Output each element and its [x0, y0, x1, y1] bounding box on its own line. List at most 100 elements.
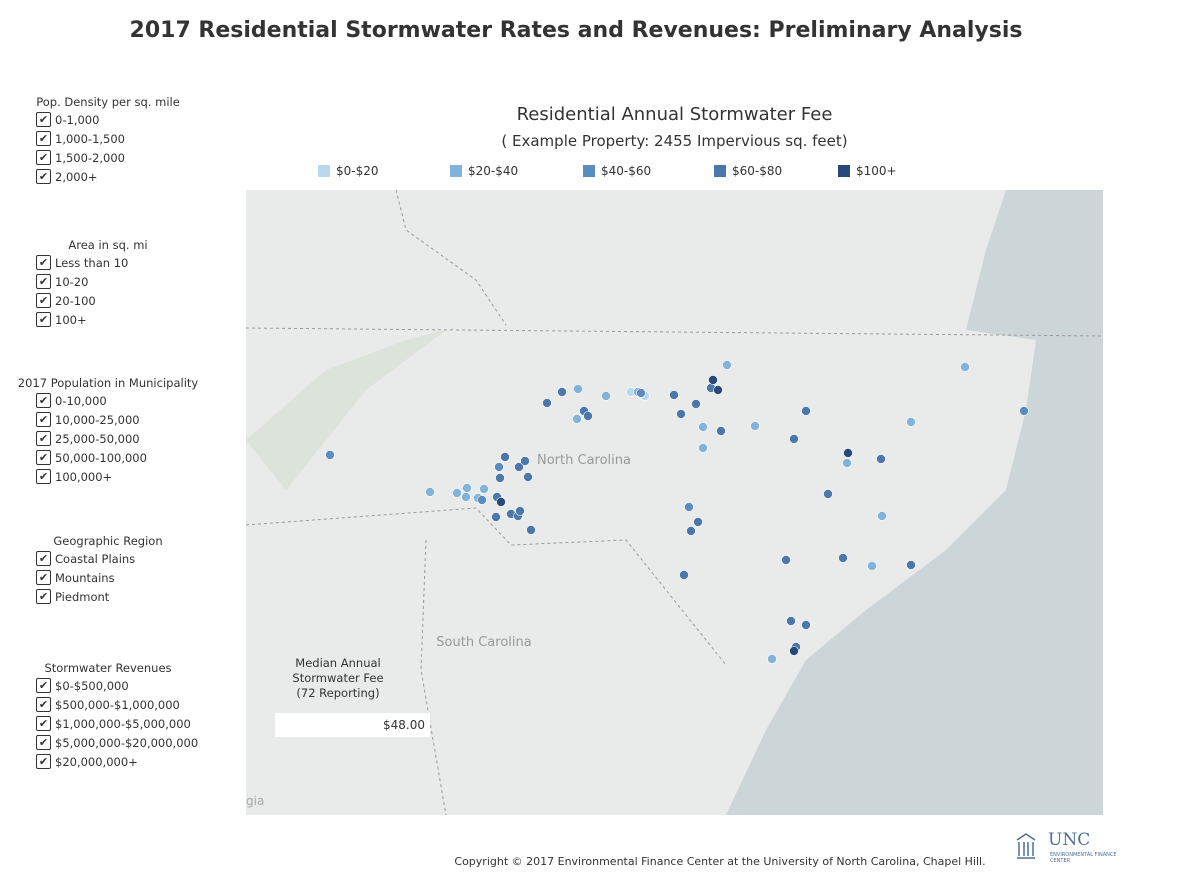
municipality-point[interactable]: [801, 406, 811, 416]
filter-option[interactable]: ✔ 0-10,000: [36, 392, 107, 409]
municipality-point[interactable]: [684, 502, 694, 512]
municipality-point[interactable]: [789, 434, 799, 444]
municipality-point[interactable]: [523, 472, 533, 482]
filter-option[interactable]: ✔ 10-20: [36, 273, 88, 290]
filter-option[interactable]: ✔ $20,000,000+: [36, 753, 138, 770]
municipality-point[interactable]: [750, 421, 760, 431]
checkbox[interactable]: ✔: [36, 716, 51, 731]
municipality-point[interactable]: [693, 517, 703, 527]
filter-option[interactable]: ✔ 25,000-50,000: [36, 430, 140, 447]
municipality-point[interactable]: [500, 452, 510, 462]
municipality-point[interactable]: [877, 511, 887, 521]
municipality-point[interactable]: [698, 443, 708, 453]
filter-option[interactable]: ✔ $500,000-$1,000,000: [36, 696, 180, 713]
filter-option[interactable]: ✔ 1,500-2,000: [36, 149, 125, 166]
municipality-point[interactable]: [572, 414, 582, 424]
municipality-point[interactable]: [801, 620, 811, 630]
filter-option[interactable]: ✔ 100,000+: [36, 468, 112, 485]
filter-option[interactable]: ✔ 50,000-100,000: [36, 449, 147, 466]
municipality-point[interactable]: [708, 375, 718, 385]
municipality-point[interactable]: [520, 456, 530, 466]
municipality-point[interactable]: [477, 495, 487, 505]
checkbox[interactable]: ✔: [36, 570, 51, 585]
municipality-point[interactable]: [691, 399, 701, 409]
municipality-point[interactable]: [679, 570, 689, 580]
filter-option[interactable]: ✔ 0-1,000: [36, 111, 99, 128]
checkbox[interactable]: ✔: [36, 431, 51, 446]
checkbox[interactable]: ✔: [36, 112, 51, 127]
municipality-point[interactable]: [960, 362, 970, 372]
municipality-point[interactable]: [479, 484, 489, 494]
checkbox[interactable]: ✔: [36, 754, 51, 769]
municipality-point[interactable]: [713, 385, 723, 395]
municipality-point[interactable]: [722, 360, 732, 370]
ocean: [726, 190, 1103, 815]
checkbox[interactable]: ✔: [36, 274, 51, 289]
filter-option[interactable]: ✔ 100+: [36, 311, 87, 328]
filter-option[interactable]: ✔ Less than 10: [36, 254, 128, 271]
municipality-point[interactable]: [461, 492, 471, 502]
checkbox[interactable]: ✔: [36, 312, 51, 327]
municipality-point[interactable]: [583, 411, 593, 421]
filter-option[interactable]: ✔ 1,000-1,500: [36, 130, 125, 147]
municipality-point[interactable]: [491, 512, 501, 522]
municipality-point[interactable]: [716, 426, 726, 436]
municipality-point[interactable]: [867, 561, 877, 571]
filter-option[interactable]: ✔ Mountains: [36, 569, 115, 586]
municipality-point[interactable]: [452, 488, 462, 498]
filter-option[interactable]: ✔ $5,000,000-$20,000,000: [36, 734, 198, 751]
municipality-point[interactable]: [515, 506, 525, 516]
municipality-point[interactable]: [601, 391, 611, 401]
municipality-point[interactable]: [494, 462, 504, 472]
checkbox[interactable]: ✔: [36, 169, 51, 184]
municipality-point[interactable]: [838, 553, 848, 563]
filter-option[interactable]: ✔ 20-100: [36, 292, 96, 309]
checkbox[interactable]: ✔: [36, 735, 51, 750]
municipality-point[interactable]: [462, 483, 472, 493]
checkbox[interactable]: ✔: [36, 697, 51, 712]
municipality-point[interactable]: [789, 646, 799, 656]
municipality-point[interactable]: [669, 390, 679, 400]
filter-option[interactable]: ✔ 2,000+: [36, 168, 98, 185]
municipality-point[interactable]: [786, 616, 796, 626]
municipality-point[interactable]: [514, 462, 524, 472]
filter-option[interactable]: ✔ 10,000-25,000: [36, 411, 140, 428]
municipality-point[interactable]: [1019, 406, 1029, 416]
checkbox[interactable]: ✔: [36, 469, 51, 484]
municipality-point[interactable]: [876, 454, 886, 464]
filter-option[interactable]: ✔ $0-$500,000: [36, 677, 129, 694]
municipality-point[interactable]: [686, 526, 696, 536]
municipality-point[interactable]: [906, 417, 916, 427]
municipality-point[interactable]: [843, 448, 853, 458]
filter-option[interactable]: ✔ Coastal Plains: [36, 550, 135, 567]
municipality-point[interactable]: [496, 497, 506, 507]
municipality-point[interactable]: [767, 654, 777, 664]
municipality-point[interactable]: [636, 388, 646, 398]
filter-option[interactable]: ✔ Piedmont: [36, 588, 109, 605]
municipality-point[interactable]: [698, 422, 708, 432]
checkbox[interactable]: ✔: [36, 393, 51, 408]
checkbox[interactable]: ✔: [36, 131, 51, 146]
municipality-point[interactable]: [495, 473, 505, 483]
municipality-point[interactable]: [573, 384, 583, 394]
checkbox[interactable]: ✔: [36, 293, 51, 308]
checkbox[interactable]: ✔: [36, 150, 51, 165]
checkbox[interactable]: ✔: [36, 450, 51, 465]
municipality-point[interactable]: [906, 560, 916, 570]
municipality-point[interactable]: [823, 489, 833, 499]
municipality-point[interactable]: [676, 409, 686, 419]
checkbox[interactable]: ✔: [36, 589, 51, 604]
municipality-point[interactable]: [425, 487, 435, 497]
municipality-point[interactable]: [557, 387, 567, 397]
checkbox[interactable]: ✔: [36, 551, 51, 566]
municipality-point[interactable]: [542, 398, 552, 408]
checkbox[interactable]: ✔: [36, 412, 51, 427]
checkbox[interactable]: ✔: [36, 255, 51, 270]
municipality-point[interactable]: [325, 450, 335, 460]
municipality-point[interactable]: [781, 555, 791, 565]
municipality-point[interactable]: [842, 458, 852, 468]
option-label: 25,000-50,000: [55, 431, 140, 446]
checkbox[interactable]: ✔: [36, 678, 51, 693]
filter-option[interactable]: ✔ $1,000,000-$5,000,000: [36, 715, 191, 732]
municipality-point[interactable]: [526, 525, 536, 535]
